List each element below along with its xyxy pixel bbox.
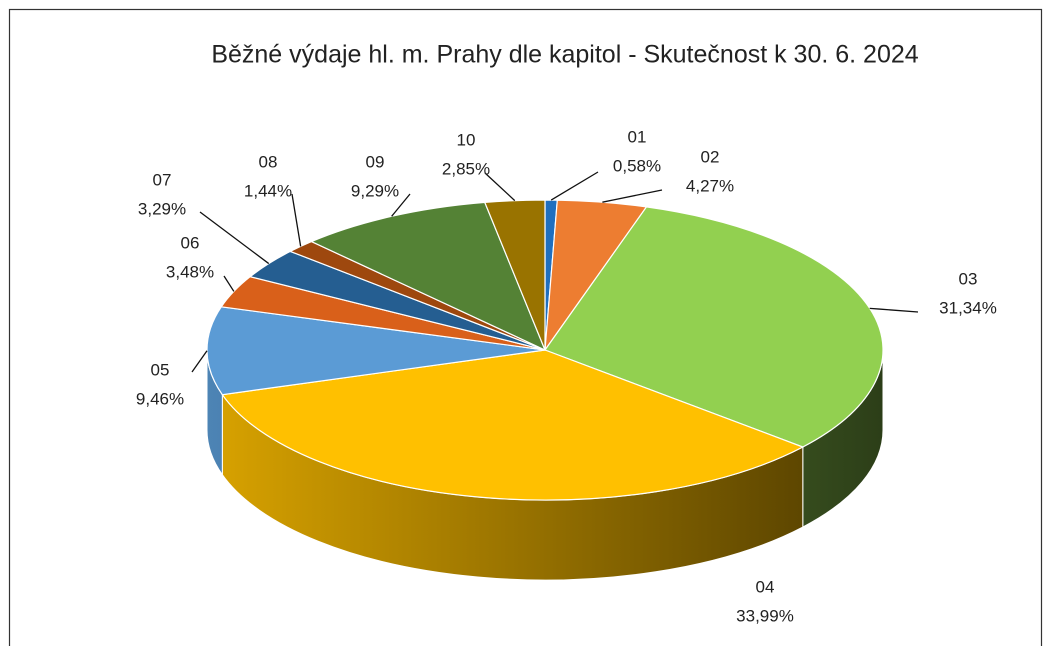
slice-category: 05 xyxy=(151,360,170,379)
slice-category: 06 xyxy=(181,233,200,252)
leader-line xyxy=(869,307,919,313)
slice-value-label: 9,29% xyxy=(351,181,399,200)
leader-line xyxy=(550,171,599,201)
slice-value-label: 33,99% xyxy=(736,606,794,625)
slice-category: 08 xyxy=(259,152,278,171)
slice-value-label: 4,27% xyxy=(686,176,734,195)
slice-category: 07 xyxy=(153,170,172,189)
pie-slice xyxy=(309,201,547,352)
slice-category: 02 xyxy=(701,147,720,166)
slice-value-label: 3,48% xyxy=(166,262,214,281)
leader-line xyxy=(191,350,208,373)
slice-value-label: 3,29% xyxy=(138,199,186,218)
pie-slice xyxy=(221,349,805,501)
slice-value-label: 1,44% xyxy=(244,181,292,200)
leader-line xyxy=(602,189,663,203)
slice-value-label: 9,46% xyxy=(136,389,184,408)
slice-category: 04 xyxy=(756,577,775,596)
slice-value-label: 2,85% xyxy=(442,159,490,178)
chart-title: Běžné výdaje hl. m. Prahy dle kapitol - … xyxy=(211,41,918,69)
slice-category: 09 xyxy=(366,152,385,171)
leader-line xyxy=(223,275,235,292)
slice-category: 01 xyxy=(628,127,647,146)
slice-category: 03 xyxy=(959,269,978,288)
leader-line xyxy=(291,193,302,247)
slice-category: 10 xyxy=(457,130,476,149)
leader-line xyxy=(484,172,516,202)
slice-value-label: 31,34% xyxy=(939,298,997,317)
slice-value-label: 0,58% xyxy=(613,156,661,175)
leader-line xyxy=(199,211,270,265)
leader-line xyxy=(391,193,411,217)
